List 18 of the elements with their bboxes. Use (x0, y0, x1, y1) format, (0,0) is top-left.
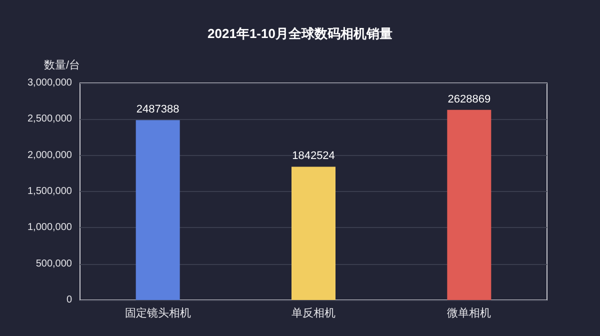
data-label: 2628869 (448, 93, 491, 106)
x-tick-label: 固定镜头相机 (124, 306, 191, 320)
data-label: 1842524 (292, 150, 335, 162)
y-tick-label: 2,500,000 (28, 114, 72, 125)
x-tick-label: 单反相机 (292, 306, 336, 320)
data-label: 2487388 (136, 104, 180, 116)
y-tick-label: 3,000,000 (28, 78, 72, 88)
y-tick-label: 2,000,000 (28, 150, 72, 161)
y-tick-label: 1,500,000 (28, 186, 72, 197)
chart-title: 2021年1-10月全球数码相机销量 (208, 26, 392, 41)
y-axis-title: 数量/台 (44, 58, 80, 72)
y-tick-label: 0 (66, 294, 72, 306)
x-tick-label: 微单相机 (447, 306, 492, 320)
bar (292, 166, 336, 300)
bar (136, 120, 180, 300)
bar (447, 110, 492, 300)
y-tick-label: 500,000 (36, 258, 72, 270)
y-tick-label: 1,000,000 (28, 222, 72, 234)
